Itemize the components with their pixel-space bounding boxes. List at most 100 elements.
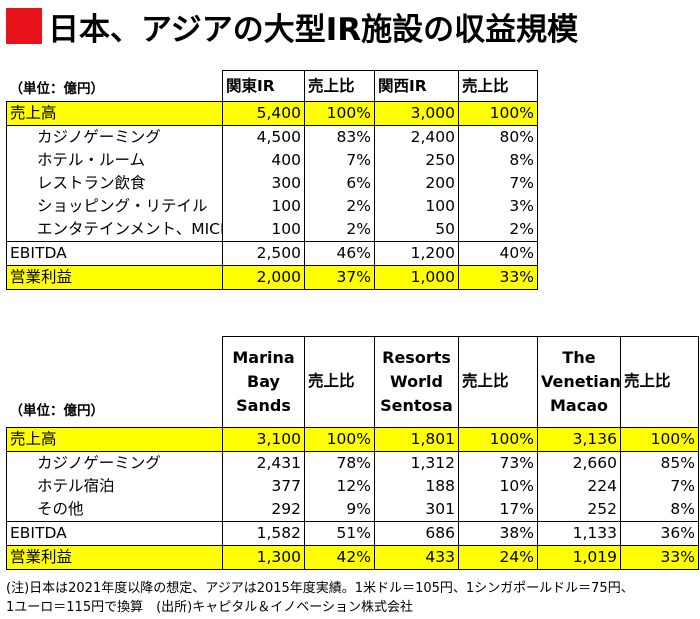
cell: 51% (304, 520, 375, 546)
footnote-line: (注)日本は2021年度以降の想定、アジアは2015年度実績。1米ドル＝105円… (6, 581, 634, 596)
cell: 300 (222, 172, 305, 195)
col-header: 売上比 (304, 336, 375, 428)
cell: 7% (458, 172, 538, 195)
cell: 100% (620, 426, 699, 452)
red-square-icon (6, 8, 42, 44)
cell: 4,500 (222, 125, 305, 149)
cell: 433 (374, 544, 459, 570)
row-label: 売上高 (6, 101, 223, 126)
cell: 8% (620, 497, 699, 522)
row-label: カジノゲーミング (6, 125, 223, 149)
cell: 12% (304, 474, 375, 498)
cell: 3,136 (537, 426, 621, 452)
cell: 188 (374, 474, 459, 498)
unit-label: （単位：億円） (6, 70, 223, 102)
cell: 33% (458, 265, 538, 290)
cell: 400 (222, 149, 305, 172)
table-japan-ir: （単位：億円） 関東IR 売上比 関西IR 売上比 売上高 5,400 100%… (6, 70, 538, 290)
table-row: 売上高 5,400 100% 3,000 100% (6, 101, 538, 126)
cell: 200 (374, 172, 459, 195)
cell: 33% (620, 544, 699, 570)
cell: 42% (304, 544, 375, 570)
cell: 377 (222, 474, 305, 498)
cell: 250 (374, 149, 459, 172)
cell: 7% (304, 149, 375, 172)
cell: 83% (304, 125, 375, 149)
cell: 8% (458, 149, 538, 172)
table-asia-ir: （単位：億円） Marina Bay Sands 売上比 Resorts Wor… (6, 336, 699, 570)
cell: 2% (304, 218, 375, 242)
row-label: 売上高 (6, 426, 223, 452)
cell: 100 (374, 195, 459, 218)
col-header: 関東IR (222, 70, 305, 102)
cell: 224 (537, 474, 621, 498)
table-row: エンタテインメント、MICE 100 2% 50 2% (6, 218, 538, 242)
col-header: Resorts World Sentosa (374, 336, 459, 428)
row-label: 営業利益 (6, 265, 223, 290)
cell: 2,660 (537, 450, 621, 475)
cell: 100 (222, 218, 305, 242)
cell: 1,801 (374, 426, 459, 452)
cell: 1,133 (537, 520, 621, 546)
row-label: 営業利益 (6, 544, 223, 570)
cell: 1,312 (374, 450, 459, 475)
table-row: カジノゲーミング 4,500 83% 2,400 80% (6, 125, 538, 149)
col-header: 売上比 (458, 70, 538, 102)
cell: 100% (304, 426, 375, 452)
col-header: Marina Bay Sands (222, 336, 305, 428)
col-header-text: Marina Bay Sands (232, 347, 295, 415)
table-row: 売上高 3,100 100% 1,801 100% 3,136 100% (6, 426, 699, 452)
table-row: レストラン飲食 300 6% 200 7% (6, 172, 538, 195)
table-row: 営業利益 1,300 42% 433 24% 1,019 33% (6, 544, 699, 570)
cell: 73% (458, 450, 538, 475)
col-header: 関西IR (374, 70, 459, 102)
cell: 85% (620, 450, 699, 475)
cell: 100% (458, 101, 538, 126)
cell: 78% (304, 450, 375, 475)
cell: 3,000 (374, 101, 459, 126)
footnote: (注)日本は2021年度以降の想定、アジアは2015年度実績。1米ドル＝105円… (6, 579, 634, 617)
footnote-line: 1ユーロ＝115円で換算 (出所)キャピタル＆イノベーション株式会社 (6, 600, 413, 615)
cell: 301 (374, 497, 459, 522)
row-label: ホテル・ルーム (6, 149, 223, 172)
row-label: エンタテインメント、MICE (6, 218, 223, 242)
row-label: EBITDA (6, 241, 223, 266)
col-header: 売上比 (304, 70, 375, 102)
cell: 1,300 (222, 544, 305, 570)
cell: 10% (458, 474, 538, 498)
cell: 3% (458, 195, 538, 218)
cell: 3,100 (222, 426, 305, 452)
cell: 1,582 (222, 520, 305, 546)
table-row: ホテル・ルーム 400 7% 250 8% (6, 149, 538, 172)
table-row: 営業利益 2,000 37% 1,000 33% (6, 265, 538, 290)
cell: 100% (458, 426, 538, 452)
cell: 24% (458, 544, 538, 570)
cell: 2% (458, 218, 538, 242)
col-header-text: The Venetian Macao (541, 347, 621, 415)
row-label: レストラン飲食 (6, 172, 223, 195)
cell: 292 (222, 497, 305, 522)
page-title: 日本、アジアの大型IR施設の収益規模 (6, 4, 578, 48)
col-header-text: Resorts World Sentosa (380, 347, 453, 415)
cell: 5,400 (222, 101, 305, 126)
cell: 1,000 (374, 265, 459, 290)
cell: 9% (304, 497, 375, 522)
table-row: カジノゲーミング 2,431 78% 1,312 73% 2,660 85% (6, 450, 699, 475)
col-header: 売上比 (458, 336, 538, 428)
cell: 36% (620, 520, 699, 546)
cell: 46% (304, 241, 375, 266)
table-row: その他 292 9% 301 17% 252 8% (6, 497, 699, 522)
table-row: ホテル宿泊 377 12% 188 10% 224 7% (6, 474, 699, 498)
cell: 80% (458, 125, 538, 149)
cell: 50 (374, 218, 459, 242)
cell: 100 (222, 195, 305, 218)
row-label: ショッピング・リテイル (6, 195, 223, 218)
cell: 2,400 (374, 125, 459, 149)
cell: 6% (304, 172, 375, 195)
unit-label: （単位：億円） (6, 336, 223, 428)
row-label: カジノゲーミング (6, 450, 223, 475)
row-label: EBITDA (6, 520, 223, 546)
table-row: EBITDA 1,582 51% 686 38% 1,133 36% (6, 520, 699, 546)
cell: 38% (458, 520, 538, 546)
cell: 252 (537, 497, 621, 522)
